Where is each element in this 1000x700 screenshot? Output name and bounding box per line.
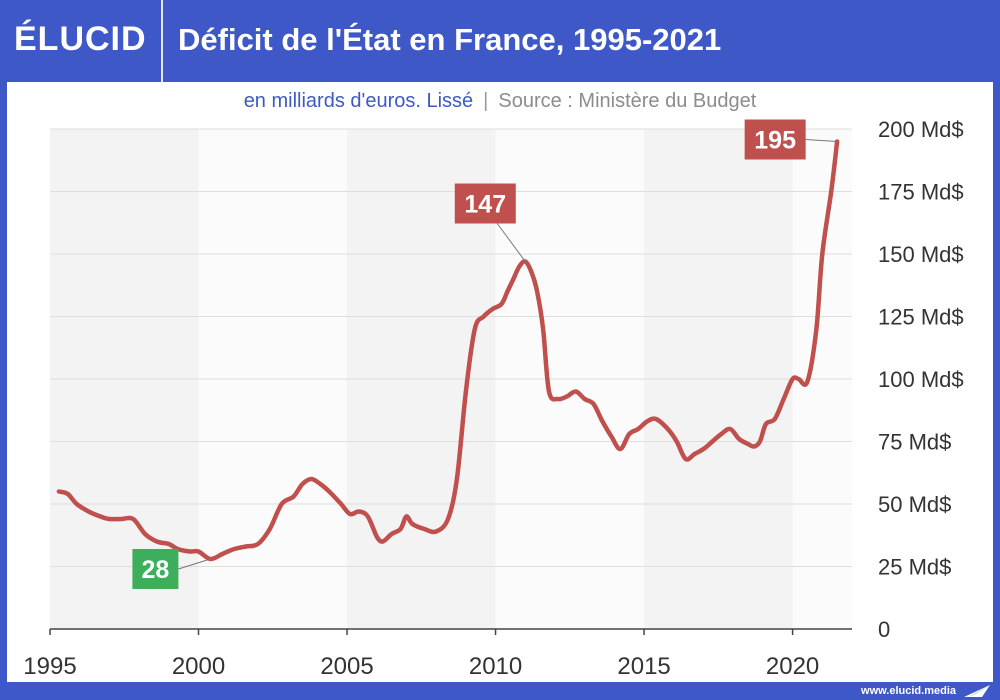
callout-box-195: [744, 119, 806, 160]
x-tick-label: 2000: [172, 653, 225, 680]
y-tick-label: 100 Md$: [878, 367, 964, 392]
callout-label-147: 147: [464, 191, 506, 219]
y-tick-label: 50 Md$: [878, 492, 951, 517]
x-tick-label: 2020: [766, 653, 819, 680]
callout-box-28: [132, 549, 179, 589]
chart-panel: en milliards d'euros. Lissé | Source : Min…: [7, 82, 993, 682]
y-tick-label: 150 Md$: [878, 242, 964, 267]
series-line-deficit: [56, 139, 840, 562]
elucid-logo: ÉLUCID: [14, 20, 147, 58]
callout-label-28: 28: [141, 556, 169, 584]
y-tick-label: 0: [878, 617, 890, 642]
callout-box-147: [454, 183, 516, 224]
y-tick-label: 200 Md$: [878, 117, 964, 142]
line-chart: 0 25 Md$ 50 Md$ 75 Md$ 100 Md$ 125 Md$ 150 Md$…: [23, 117, 964, 680]
y-tick-label: 175 Md$: [878, 180, 964, 205]
chart-title: Déficit de l'État en France, 1995-2021: [178, 22, 722, 57]
header-bar: ÉLUCID Déficit de l'État en France, 1995…: [0, 0, 1000, 82]
y-tick-label: 125 Md$: [878, 305, 964, 330]
callout-label-195: 195: [754, 127, 796, 155]
callout-leader-195: [805, 139, 838, 142]
subtitle-unit: en milliards d'euros. Lissé: [243, 90, 474, 112]
callout-leader-147: [496, 223, 526, 262]
y-tick-label: 25 Md$: [878, 555, 951, 580]
header-divider: [161, 0, 163, 82]
x-tick-label: 1995: [23, 653, 76, 680]
subtitle-source: Source : Ministère du Budget: [498, 90, 757, 112]
footer-url[interactable]: www.elucid.media: [861, 685, 956, 697]
x-tick-label: 2005: [320, 653, 373, 680]
chart-subtitle: en milliards d'euros. Lissé | Source : Min…: [7, 90, 993, 113]
x-tick-label: 2010: [469, 653, 522, 680]
subtitle-separator: |: [483, 90, 489, 112]
x-tick-label: 2015: [617, 653, 670, 680]
paper-plane-icon: [964, 685, 990, 697]
y-tick-label: 75 Md$: [878, 430, 951, 455]
callout-leader-28: [178, 558, 211, 570]
